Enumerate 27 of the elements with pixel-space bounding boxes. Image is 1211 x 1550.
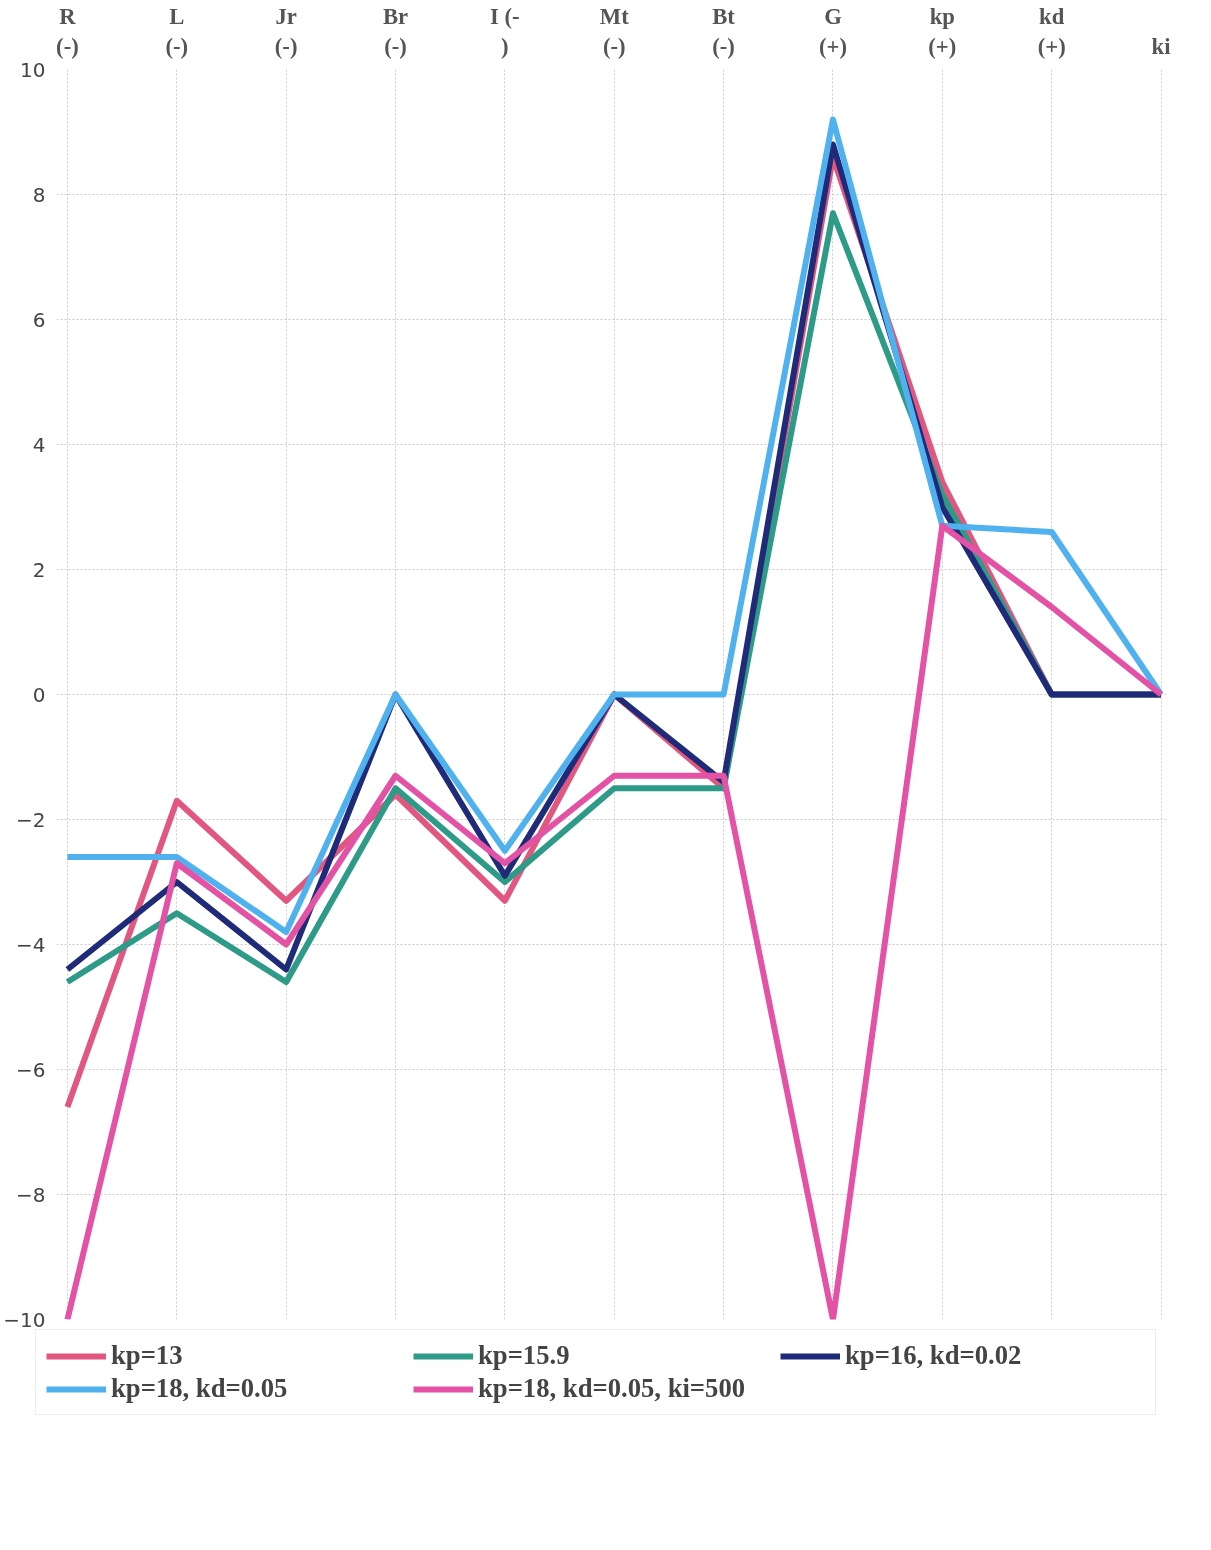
y-tick-label: −4 — [16, 932, 46, 957]
x-tick-label: kp (+) — [928, 3, 957, 59]
x-tick-label: G (+) — [818, 3, 847, 59]
y-tick-label: −8 — [16, 1182, 46, 1207]
y-tick-label: 4 — [32, 432, 46, 457]
legend-label: kp=15.9 — [478, 1340, 571, 1371]
x-tick-label: Mt (-) — [599, 3, 630, 59]
x-tick-label: L (-) — [165, 3, 189, 59]
x-tick-label: Br (-) — [382, 3, 409, 59]
x-tick-label: Jr (-) — [274, 3, 298, 59]
x-tick-label: I (- ) — [490, 3, 520, 59]
y-tick-label: 8 — [32, 182, 46, 207]
legend-label: kp=13 — [111, 1340, 184, 1371]
y-tick-label: 6 — [32, 307, 46, 332]
x-tick-label: Bt (-) — [712, 3, 736, 59]
y-tick-label: 2 — [32, 557, 46, 582]
y-tick-label: 10 — [20, 57, 46, 82]
y-tick-label: 0 — [32, 682, 46, 707]
x-tick-label: ki — [1151, 33, 1171, 59]
x-tick-label: R (-) — [56, 3, 79, 59]
y-tick-label: −10 — [3, 1307, 46, 1332]
y-tick-label: −6 — [16, 1057, 46, 1082]
x-tick-label: kd (+) — [1037, 3, 1066, 59]
y-tick-label: −2 — [16, 807, 46, 832]
legend-label: kp=16, kd=0.02 — [845, 1340, 1023, 1371]
legend-label: kp=18, kd=0.05, ki=500 — [478, 1373, 747, 1404]
legend-label: kp=18, kd=0.05 — [111, 1373, 289, 1404]
